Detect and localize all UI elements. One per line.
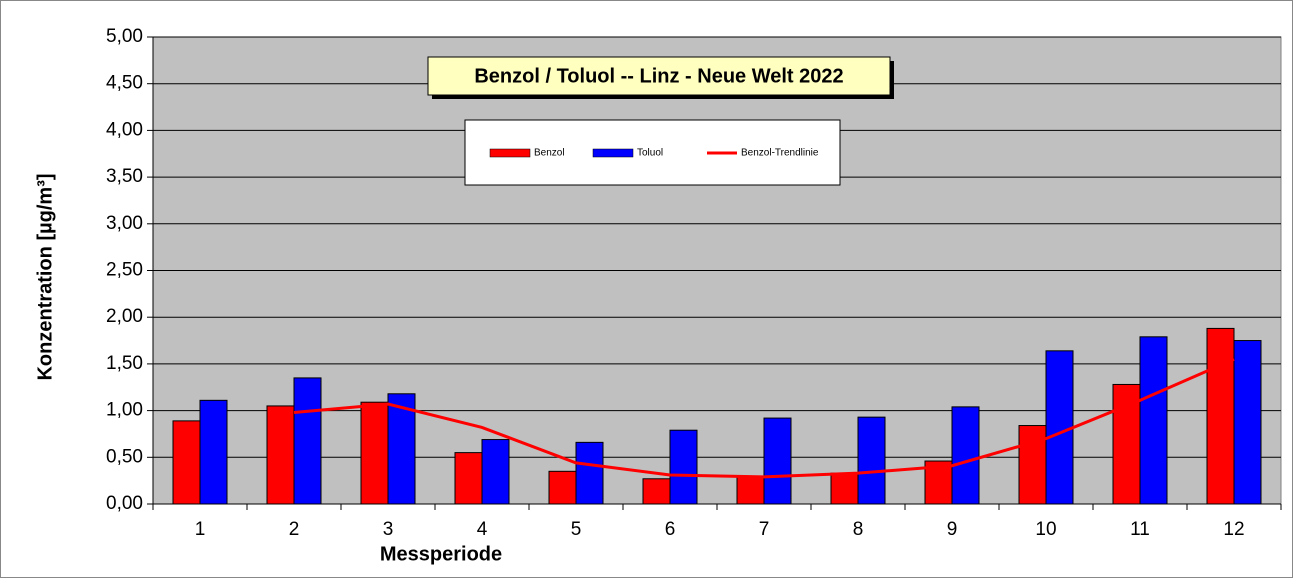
bar xyxy=(1045,350,1074,505)
legend-swatch xyxy=(592,148,634,158)
legend-label: Toluol xyxy=(637,148,663,159)
bar xyxy=(293,377,322,505)
x-tick-label: 3 xyxy=(383,519,394,540)
y-tick-label: 5,00 xyxy=(106,26,143,47)
bar xyxy=(575,441,604,505)
x-tick-label: 6 xyxy=(665,519,676,540)
y-tick-label: 2,00 xyxy=(106,306,143,327)
y-tick-label: 1,50 xyxy=(106,353,143,374)
x-tick-label: 5 xyxy=(571,519,582,540)
legend-box xyxy=(464,119,841,186)
bar xyxy=(360,401,389,505)
bar xyxy=(642,478,671,505)
y-axis-label: Konzentration [µg/m³] xyxy=(34,173,56,380)
y-tick-label: 2,50 xyxy=(106,260,143,281)
chart-title: Benzol / Toluol -- Linz - Neue Welt 2022 xyxy=(474,65,843,87)
y-tick-label: 4,50 xyxy=(106,73,143,94)
bar xyxy=(857,416,886,505)
y-tick-label: 0,00 xyxy=(106,493,143,514)
x-tick-label: 11 xyxy=(1130,519,1150,540)
y-tick-label: 4,00 xyxy=(106,119,143,140)
y-tick-label: 3,50 xyxy=(106,166,143,187)
bar xyxy=(266,405,295,505)
y-tick-label: 3,00 xyxy=(106,213,143,234)
bar xyxy=(1233,340,1262,505)
legend-label: Benzol xyxy=(534,148,565,159)
bar xyxy=(387,393,416,505)
x-axis-label: Messperiode xyxy=(380,543,502,565)
bar xyxy=(481,439,510,505)
legend-swatch xyxy=(489,148,531,158)
title-box xyxy=(427,56,891,96)
x-tick-label: 9 xyxy=(947,519,958,540)
bar xyxy=(1206,327,1235,505)
y-tick-label: 0,50 xyxy=(106,446,143,467)
trend-line xyxy=(293,357,1235,479)
x-tick-label: 12 xyxy=(1223,519,1244,540)
bar xyxy=(951,406,980,505)
bar xyxy=(669,429,698,505)
bar xyxy=(763,417,792,505)
bar xyxy=(199,399,228,505)
bar xyxy=(830,472,859,505)
bar xyxy=(1139,336,1168,505)
bar xyxy=(548,470,577,505)
bar xyxy=(1018,425,1047,505)
x-tick-label: 10 xyxy=(1035,519,1056,540)
bar xyxy=(454,452,483,505)
legend-label: Benzol-Trendlinie xyxy=(741,148,819,159)
x-tick-label: 7 xyxy=(759,519,770,540)
bar xyxy=(172,420,201,505)
x-tick-label: 1 xyxy=(195,519,206,540)
x-tick-label: 2 xyxy=(289,519,300,540)
x-tick-label: 8 xyxy=(853,519,864,540)
y-tick-label: 1,00 xyxy=(106,400,143,421)
bar xyxy=(736,476,765,505)
x-tick-label: 4 xyxy=(477,519,488,540)
